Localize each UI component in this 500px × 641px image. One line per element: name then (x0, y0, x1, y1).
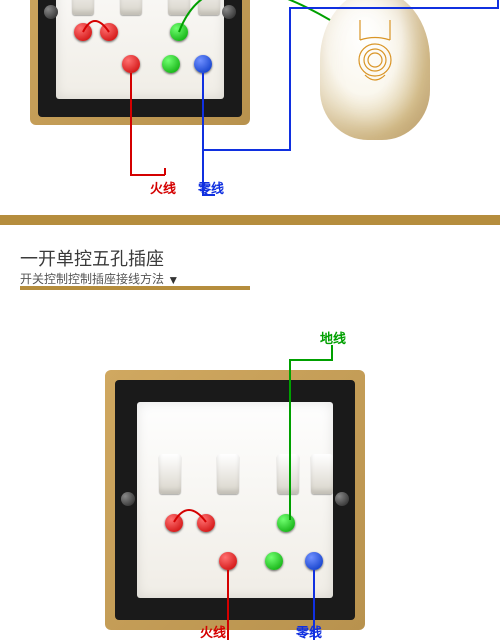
terminal-tab (168, 0, 190, 15)
terminal-blue (194, 55, 212, 73)
socket-face (137, 402, 333, 598)
frame-bolt (121, 492, 135, 506)
label-ground: 地线 (320, 328, 346, 347)
terminal-tab (159, 454, 181, 494)
terminal-red (100, 23, 118, 41)
terminal-tab (120, 0, 142, 15)
frame-bolt (335, 492, 349, 506)
subtitle-text: 开关控制控制插座接线方法 (20, 272, 164, 286)
terminal-tab (72, 0, 94, 15)
terminal-green (162, 55, 180, 73)
label-live-bottom: 火线 (200, 622, 226, 641)
top-socket (30, 0, 250, 125)
section-subtitle: 开关控制控制插座接线方法 ▼ (20, 270, 179, 287)
terminal-red (197, 514, 215, 532)
section-title: 一开单控五孔插座 (20, 245, 164, 271)
frame-bolt (44, 5, 58, 19)
terminal-green (265, 552, 283, 570)
frame-bolt (222, 5, 236, 19)
bulb-filament (345, 15, 405, 95)
terminal-tab (217, 454, 239, 494)
terminal-tab (198, 0, 220, 15)
terminal-red (165, 514, 183, 532)
terminal-blue (305, 552, 323, 570)
triangle-icon: ▼ (167, 273, 179, 287)
section-divider (0, 215, 500, 225)
terminal-tab (311, 454, 333, 494)
terminal-red (122, 55, 140, 73)
terminal-red (219, 552, 237, 570)
label-live-top: 火线 (150, 178, 176, 197)
terminal-red (74, 23, 92, 41)
terminal-green (277, 514, 295, 532)
section-title-row: 一开单控五孔插座 (20, 245, 164, 271)
section-underline (20, 286, 250, 290)
bottom-socket (105, 370, 365, 630)
terminal-green (170, 23, 188, 41)
label-neutral-top: 零线 (198, 178, 224, 197)
label-neutral-bottom: 零线 (296, 622, 322, 641)
terminal-tab (277, 454, 299, 494)
